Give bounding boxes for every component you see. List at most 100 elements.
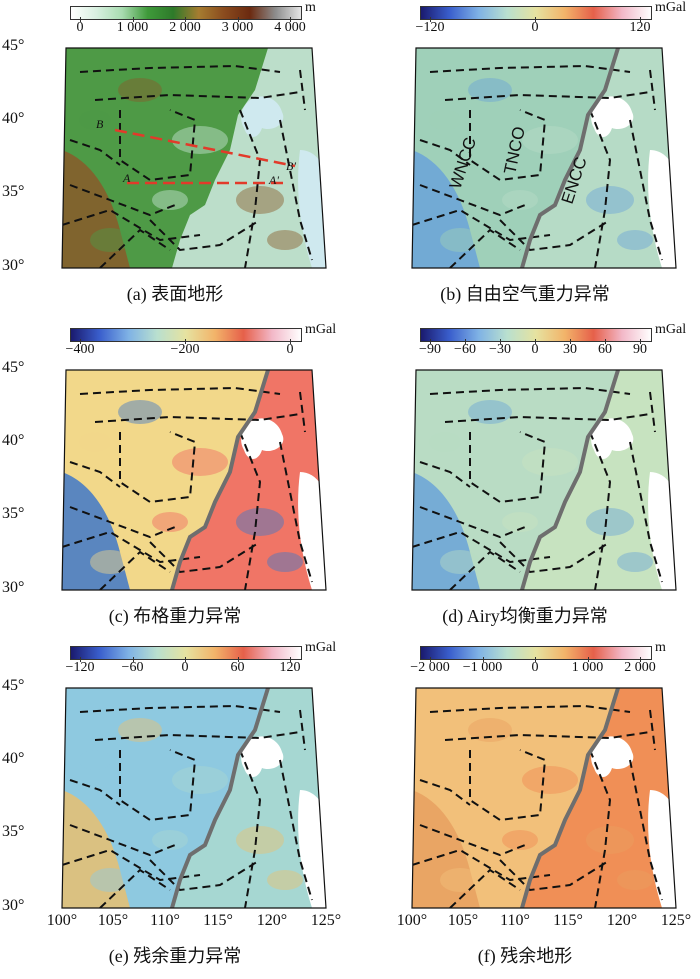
panel-b: mGal −120 0 120 WNCC TNCO ENCC (b) 自由空气重力异常 xyxy=(350,0,700,326)
map-anomaly-patch xyxy=(267,552,303,572)
fault-line xyxy=(589,109,612,268)
fault-line xyxy=(279,441,313,583)
colorbar-tick-mark xyxy=(290,657,291,662)
fault-line xyxy=(69,506,176,539)
fault-line xyxy=(239,109,262,268)
latitude-label: 45° xyxy=(2,677,25,694)
map-region-west xyxy=(62,790,130,908)
colorbar-tick-label: 120 xyxy=(629,20,651,35)
block-boundary-line xyxy=(520,688,620,908)
map-region-west xyxy=(62,472,130,590)
map-f xyxy=(411,687,677,909)
map-anomaly-patch xyxy=(236,826,284,854)
map-anomaly-patch xyxy=(440,228,480,252)
colorbar-tick-mark xyxy=(430,657,431,662)
latitude-label: 35° xyxy=(2,505,25,522)
latitude-label: 35° xyxy=(2,183,25,200)
map-d xyxy=(411,369,677,591)
latitude-label: 45° xyxy=(2,359,25,376)
map-anomaly-patch xyxy=(267,870,303,890)
fault-line xyxy=(499,859,611,892)
fault-line xyxy=(649,391,656,433)
fault-line xyxy=(629,441,663,583)
map-anomaly-patch xyxy=(90,868,130,892)
colorbar-tick-mark xyxy=(535,339,536,344)
colorbar-tick-label: −120 xyxy=(415,20,445,35)
colorbar-unit: mGal xyxy=(305,322,337,337)
fault-line xyxy=(412,208,551,242)
sea-area xyxy=(241,418,326,590)
colorbar-tick-mark xyxy=(290,339,291,344)
longitude-label: 115° xyxy=(553,912,583,929)
map-anomaly-patch xyxy=(440,868,480,892)
colorbar-tick-mark xyxy=(465,339,466,344)
fault-line xyxy=(69,461,121,488)
map-label-b: B xyxy=(96,117,104,131)
fault-line xyxy=(299,391,306,433)
map-anomaly-patch xyxy=(502,512,538,532)
colorbar-tick-label: 1 000 xyxy=(116,20,149,35)
map-label-a: A xyxy=(122,171,131,185)
colorbar-tick-mark xyxy=(290,17,291,22)
fault-line xyxy=(299,709,306,751)
colorbar-tick-mark xyxy=(640,657,641,662)
map-frame xyxy=(411,47,677,269)
map-anomaly-patch xyxy=(90,550,130,574)
panel-a: m 0 1 000 2 000 3 000 4 000 B A B' A' 45° 40° 35° 30°… xyxy=(0,0,350,326)
map-anomaly-patch xyxy=(502,190,538,210)
fault-line xyxy=(412,530,551,564)
map-anomaly-patch xyxy=(79,750,111,770)
map-anomaly-patch xyxy=(429,432,461,452)
map-anomaly-patch xyxy=(429,750,461,770)
sea-area xyxy=(241,96,326,268)
fault-line xyxy=(62,848,201,882)
fault-line xyxy=(94,91,301,101)
fault-line xyxy=(149,541,261,574)
sea-area xyxy=(591,418,676,590)
colorbar-tick-label: −2 000 xyxy=(410,660,450,675)
map-anomaly-patch xyxy=(79,432,111,452)
fault-line xyxy=(419,461,471,488)
colorbar-tick-mark xyxy=(430,339,431,344)
colorbar-tick-label: 0 xyxy=(531,20,539,35)
latitude-label: 30° xyxy=(2,579,25,596)
map-anomaly-patch xyxy=(172,766,228,794)
colorbar-tick-mark xyxy=(535,17,536,22)
colorbar-tick-mark xyxy=(535,657,536,662)
longitude-label: 120° xyxy=(256,912,288,929)
map-anomaly-patch xyxy=(152,830,188,850)
panel-caption: (d) Airy均衡重力异常 xyxy=(442,606,608,626)
block-boundary-line xyxy=(520,370,620,590)
colorbar-tick-mark xyxy=(185,657,186,662)
fault-line xyxy=(119,431,197,504)
colorbar-tick-mark xyxy=(80,339,81,344)
fault-line xyxy=(649,709,656,751)
map-region-west xyxy=(62,150,130,268)
map-e xyxy=(61,687,327,909)
map-anomaly-patch xyxy=(586,508,634,536)
map-anomaly-patch xyxy=(152,512,188,532)
panel-caption: (a) 表面地形 xyxy=(126,284,224,304)
colorbar-tick-label: 30 xyxy=(563,342,577,357)
fault-line xyxy=(629,759,663,901)
colorbar-tick-label: 90 xyxy=(633,342,647,357)
map-region-west xyxy=(412,790,480,908)
map-anomaly-patch xyxy=(90,228,130,252)
fault-line xyxy=(119,109,197,182)
map-anomaly-patch xyxy=(522,126,578,154)
fault-line xyxy=(469,749,547,822)
colorbar xyxy=(420,328,652,342)
colorbar xyxy=(70,6,302,20)
fault-line xyxy=(149,219,261,252)
fault-line xyxy=(444,91,651,101)
longitude-label: 110° xyxy=(150,912,180,929)
latitude-label: 35° xyxy=(2,823,25,840)
colorbar-unit: mGal xyxy=(655,322,687,337)
colorbar-unit: m xyxy=(655,640,666,655)
panel-caption: (c) 布格重力异常 xyxy=(108,606,242,626)
fault-line xyxy=(69,139,121,166)
map-label-a_prime: A' xyxy=(268,173,279,187)
colorbar-tick-mark xyxy=(570,339,571,344)
map-frame xyxy=(411,369,677,591)
